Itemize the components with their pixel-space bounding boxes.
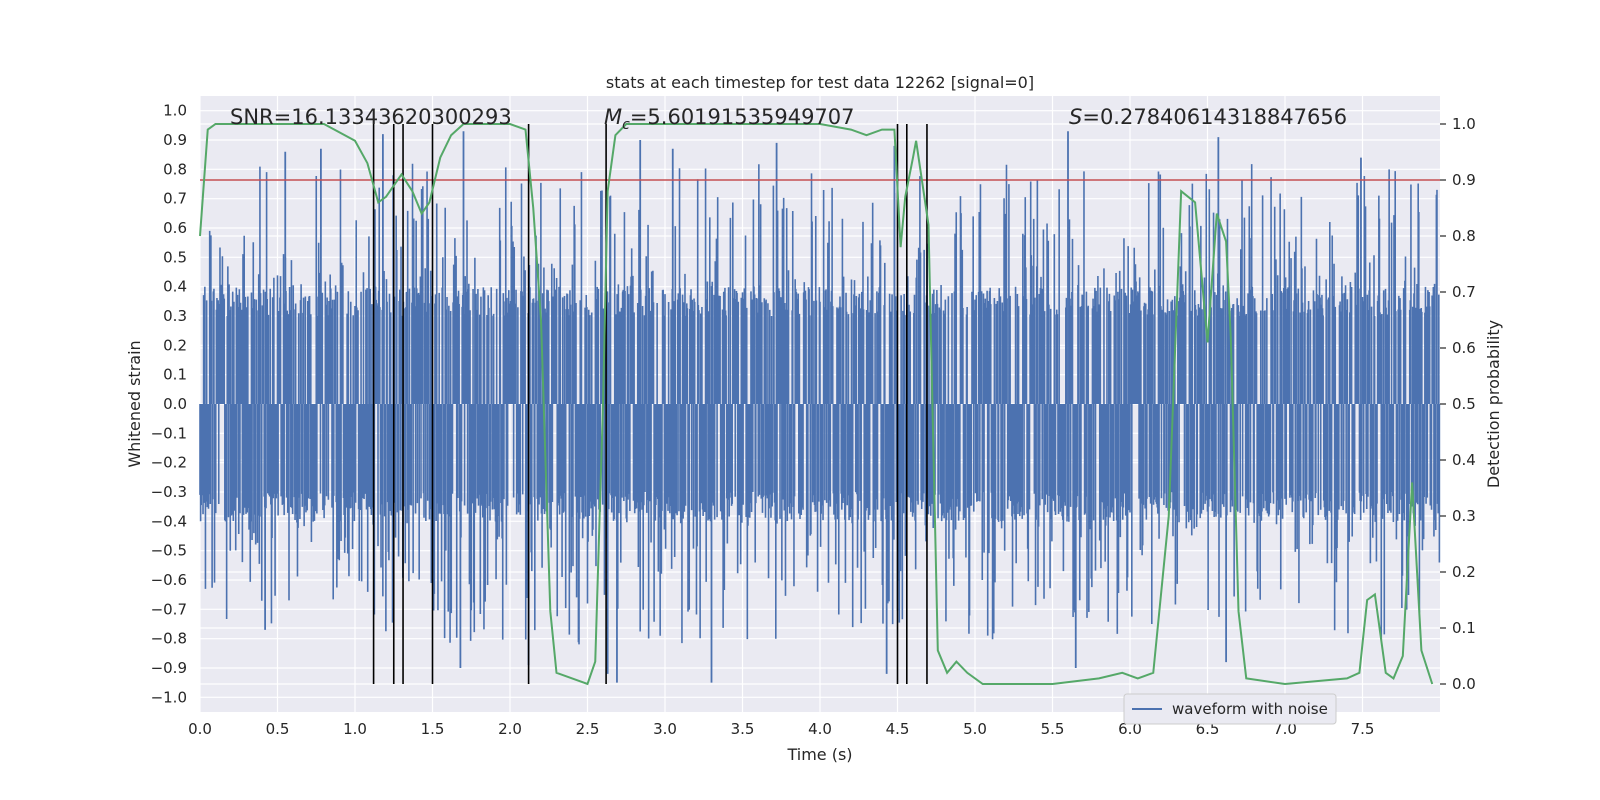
y-tick-label: −0.1 (151, 424, 187, 442)
y-axis-label: Whitened strain (125, 340, 144, 467)
legend-box (1123, 693, 1337, 725)
y-right-tick-label: 0.3 (1452, 507, 1476, 525)
legend: waveform with noise (1123, 693, 1337, 725)
y-tick-label: 0.7 (163, 190, 187, 208)
x-tick-label: 7.5 (1351, 720, 1375, 738)
chart-title: stats at each timestep for test data 122… (606, 73, 1034, 92)
x-tick-label: 3.5 (731, 720, 755, 738)
annotation-s: S=0.27840614318847656 (1069, 105, 1347, 129)
x-tick-label: 0.5 (266, 720, 290, 738)
y-tick-label: 0.6 (163, 219, 187, 237)
x-tick-label: 2.0 (498, 720, 522, 738)
y-right-tick-label: 1.0 (1452, 115, 1476, 133)
y-tick-label: 0.0 (163, 395, 187, 413)
waveform-bars (199, 131, 1441, 683)
x-tick-label: 1.5 (421, 720, 445, 738)
y-right-tick-label: 0.2 (1452, 563, 1476, 581)
legend-label: waveform with noise (1172, 700, 1328, 718)
y-tick-label: −0.2 (151, 454, 187, 472)
y-right-tick-label: 0.8 (1452, 227, 1476, 245)
y-tick-label: −0.9 (151, 659, 187, 677)
annotation-chirp-mass-symbol: M (604, 105, 622, 129)
y-right-tick-label: 0.4 (1452, 451, 1476, 469)
x-axis-label: Time (s) (786, 745, 852, 764)
y-tick-label: −0.6 (151, 571, 187, 589)
y-tick-label: −0.8 (151, 630, 187, 648)
y-tick-label: 0.8 (163, 160, 187, 178)
x-tick-label: 1.0 (343, 720, 367, 738)
y-tick-label: 0.5 (163, 248, 187, 266)
y-right-tick-label: 0.0 (1452, 675, 1476, 693)
y-right-tick-label: 0.5 (1452, 395, 1476, 413)
annotation-chirp-mass-value: =5.60191535949707 (630, 105, 855, 129)
y-tick-label: −0.7 (151, 600, 187, 618)
x-tick-label: 5.5 (1041, 720, 1065, 738)
y-tick-label: 0.3 (163, 307, 187, 325)
annotation-snr: SNR=16.13343620300293 (230, 105, 512, 129)
y-tick-label: −0.3 (151, 483, 187, 501)
y-axis-right-label: Detection probability (1484, 320, 1503, 488)
detection-probability-line (199, 123, 1434, 686)
y-tick-label: 0.4 (163, 278, 187, 296)
x-tick-label: 2.5 (576, 720, 600, 738)
x-tick-label: 0.0 (188, 720, 212, 738)
detection-probability-group (199, 123, 1434, 686)
y-right-tick-label: 0.7 (1452, 283, 1476, 301)
y-tick-label: 1.0 (163, 102, 187, 120)
y-right-tick-label: 0.1 (1452, 619, 1476, 637)
y-tick-label: −1.0 (151, 688, 187, 706)
x-tick-label: 4.5 (886, 720, 910, 738)
x-tick-label: 3.0 (653, 720, 677, 738)
x-tick-label: 4.0 (808, 720, 832, 738)
waveform-with-noise-series (199, 163, 1441, 645)
y-right-tick-label: 0.6 (1452, 339, 1476, 357)
annotation-s-value: =0.27840614318847656 (1082, 105, 1347, 129)
annotation-s-symbol: S (1069, 105, 1082, 129)
y-tick-label: 0.9 (163, 131, 187, 149)
y-tick-label: 0.1 (163, 366, 187, 384)
y-right-tick-label: 0.9 (1452, 171, 1476, 189)
tick-labels: 0.0 0.5 1.0 1.5 2.0 2.5 3.0 3.5 4.0 4.5 5.0 5.5 6.0 6… (151, 102, 1476, 738)
annotation-chirp-mass: Mc=5.60191535949707 (604, 105, 855, 133)
y-tick-label: −0.4 (151, 512, 187, 530)
annotation-chirp-mass-subscript: c (622, 117, 630, 133)
y-tick-label: −0.5 (151, 542, 187, 560)
y-tick-label: 0.2 (163, 336, 187, 354)
x-tick-label: 5.0 (963, 720, 987, 738)
